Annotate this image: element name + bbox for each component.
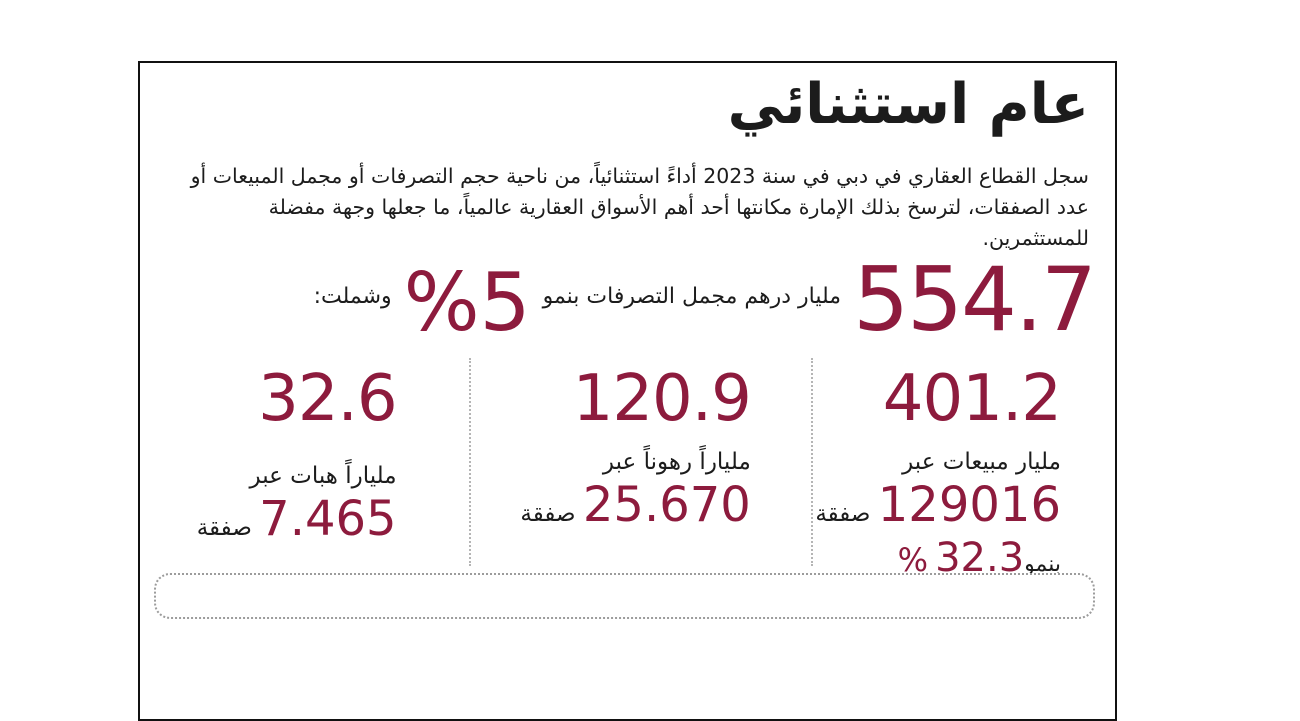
- next-section-placeholder-box: [154, 573, 1095, 619]
- mortgages-deals-value: 25.670: [582, 477, 752, 534]
- stats-row: 401.2 مليار مبيعات عبر 129016 صفقة بنمو%…: [140, 358, 1115, 581]
- stat-column-grants: 32.6 ملياراً هبات عبر 7.465 صفقة: [140, 358, 469, 566]
- sales-value: 401.2: [882, 362, 1062, 436]
- sales-growth-unit: %: [897, 541, 929, 580]
- intro-paragraph: سجل القطاع العقاري في دبي في سنة 2023 أد…: [190, 164, 1089, 250]
- stat-column-sales: 401.2 مليار مبيعات عبر 129016 صفقة بنمو%…: [810, 358, 1115, 581]
- sales-label: مليار مبيعات عبر: [902, 449, 1061, 476]
- mortgages-value: 120.9: [572, 362, 752, 436]
- sales-deals-value: 129016: [877, 477, 1062, 534]
- sales-deals-label: صفقة: [815, 501, 871, 528]
- page-title: عام استثنائي: [727, 72, 1089, 137]
- grants-deals-label: صفقة: [196, 515, 252, 542]
- total-transactions-label: مليار درهم مجمل التصرفات بنمو: [542, 283, 842, 309]
- sales-deals-line: 129016 صفقة: [813, 477, 1062, 534]
- grants-deals-value: 7.465: [259, 491, 397, 548]
- mortgages-label: ملياراً رهوناً عبر: [602, 449, 751, 476]
- included-label: وشملت:: [313, 283, 392, 309]
- grants-deals-line: 7.465 صفقة: [140, 491, 398, 548]
- mortgages-deals-line: 25.670 صفقة: [471, 477, 751, 533]
- total-growth-percent: %5: [403, 256, 531, 349]
- infographic-card: عام استثنائي سجل القطاع العقاري في دبي ف…: [138, 61, 1117, 721]
- grants-label: ملياراً هبات عبر: [249, 463, 397, 490]
- stat-column-mortgages: 120.9 ملياراً رهوناً عبر 25.670 صفقة: [468, 358, 811, 566]
- total-transactions-row: 554.7 مليار درهم مجمل التصرفات بنمو %5 و…: [156, 248, 1097, 352]
- mortgages-deals-label: صفقة: [520, 501, 576, 528]
- grants-value: 32.6: [258, 362, 397, 436]
- total-transactions-value: 554.7: [853, 248, 1097, 351]
